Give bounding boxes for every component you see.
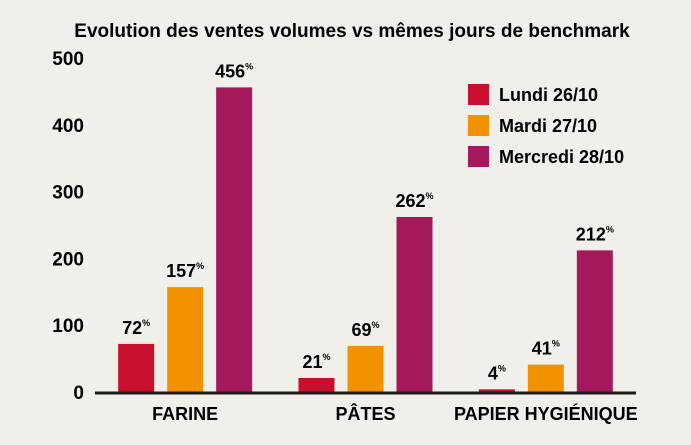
bar [527, 364, 564, 392]
data-label: 4% [488, 363, 506, 383]
legend-swatch [468, 146, 489, 167]
legend-label: Lundi 26/10 [499, 85, 598, 105]
bar [478, 389, 515, 392]
data-label-percent: % [552, 339, 560, 349]
data-label-percent: % [606, 224, 614, 234]
data-label-percent: % [196, 261, 204, 271]
data-label: 262% [395, 191, 433, 211]
bar [298, 377, 335, 392]
bar [347, 345, 384, 392]
data-label: 212% [576, 224, 614, 244]
chart-title: Evolution des ventes volumes vs mêmes jo… [74, 21, 630, 42]
data-label: 72% [122, 318, 150, 338]
legend-label: Mardi 27/10 [499, 116, 597, 136]
x-category-label: FARINE [152, 404, 218, 424]
data-label-percent: % [498, 363, 506, 373]
data-label: 456% [215, 61, 253, 81]
y-tick-label: 400 [52, 116, 84, 137]
legend: Lundi 26/10 Mardi 27/10 Mercredi 28/10 [468, 84, 624, 167]
bars-group [118, 87, 613, 392]
data-label: 157% [166, 261, 204, 281]
y-tick-label: 200 [52, 249, 84, 270]
data-label: 69% [351, 320, 379, 340]
x-axis: FARINE PÂTES PAPIER HYGIÉNIQUE [95, 391, 638, 424]
legend-swatch [468, 84, 489, 105]
bar [167, 287, 204, 392]
data-label-percent: % [426, 191, 434, 201]
y-tick-label: 0 [73, 383, 84, 404]
bar [118, 343, 155, 392]
x-category-label: PAPIER HYGIÉNIQUE [454, 403, 638, 424]
data-label: 21% [302, 352, 330, 372]
bar [216, 87, 253, 392]
legend-swatch [468, 115, 489, 136]
x-category-label: PÂTES [335, 403, 395, 424]
y-tick-label: 100 [52, 316, 84, 337]
data-label-percent: % [372, 320, 380, 330]
data-label-percent: % [142, 318, 150, 328]
data-label-percent: % [245, 61, 253, 71]
y-tick-label: 300 [52, 183, 84, 204]
data-label: 41% [532, 339, 560, 359]
bar [396, 216, 433, 392]
y-tick-label: 500 [52, 49, 84, 70]
bar [576, 250, 613, 392]
y-axis: 0 100 200 300 400 500 [52, 49, 84, 404]
data-label-percent: % [323, 352, 331, 362]
legend-label: Mercredi 28/10 [499, 147, 624, 167]
